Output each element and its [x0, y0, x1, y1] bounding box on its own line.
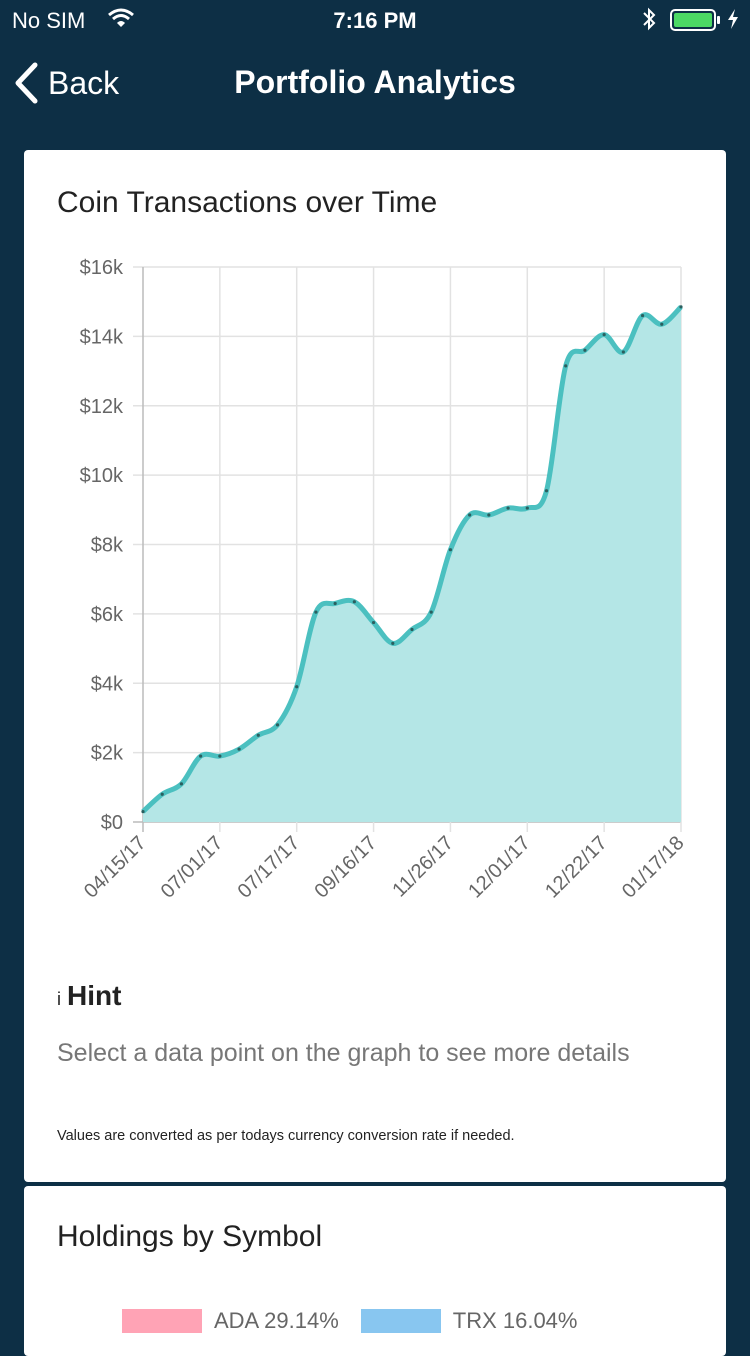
- battery-icon: [670, 9, 720, 31]
- data-point[interactable]: [544, 489, 549, 493]
- transactions-card: Coin Transactions over Time $0 $2k $4k $6k $…: [24, 150, 726, 1182]
- legend-item-ada[interactable]: ADA 29.14%: [122, 1308, 339, 1334]
- x-tick-label: 12/01/17: [464, 832, 535, 903]
- x-tick-label: 12/22/17: [541, 832, 612, 903]
- data-point[interactable]: [660, 322, 664, 326]
- area-fill: [143, 306, 681, 822]
- y-tick-label: $10k: [80, 465, 124, 487]
- x-tick-label: 11/26/17: [388, 832, 458, 902]
- legend-label-ada: ADA 29.14%: [214, 1308, 339, 1333]
- data-point[interactable]: [602, 333, 606, 337]
- legend-label-trx: TRX 16.04%: [452, 1308, 578, 1333]
- data-point[interactable]: [179, 782, 184, 786]
- data-point[interactable]: [295, 685, 299, 689]
- data-point[interactable]: [468, 513, 472, 517]
- data-point[interactable]: [640, 313, 645, 318]
- x-tick-label: 04/15/17: [80, 832, 151, 903]
- legend-swatch-ada: [122, 1309, 202, 1333]
- data-point[interactable]: [141, 809, 145, 814]
- series-line: [141, 305, 683, 814]
- carrier-label: No SIM: [12, 8, 86, 33]
- data-point[interactable]: [275, 723, 280, 727]
- hint-title: Hint: [67, 980, 122, 1011]
- y-tick-label: $2k: [91, 743, 124, 765]
- bluetooth-icon: [643, 7, 656, 31]
- y-tick-label: $8k: [91, 535, 124, 557]
- data-point[interactable]: [333, 601, 337, 606]
- navigation-bar: Back Portfolio Analytics: [0, 40, 750, 130]
- info-icon: i: [57, 989, 61, 1009]
- data-point[interactable]: [429, 610, 433, 614]
- holdings-card: Holdings by Symbol ADA 29.14% TRX 16.04%: [24, 1186, 726, 1356]
- holdings-card-title: Holdings by Symbol: [57, 1220, 323, 1253]
- legend-item-trx[interactable]: TRX 16.04%: [360, 1308, 578, 1334]
- data-point[interactable]: [371, 620, 376, 625]
- x-tick-label: 01/17/18: [618, 832, 689, 903]
- x-tick-label: 07/17/17: [234, 832, 305, 903]
- data-point[interactable]: [218, 754, 222, 758]
- back-label: Back: [48, 64, 120, 101]
- data-point[interactable]: [256, 733, 260, 737]
- data-point[interactable]: [314, 610, 318, 614]
- clock: 7:16 PM: [333, 8, 417, 33]
- x-tick-label: 07/01/17: [157, 832, 228, 903]
- y-tick-label: $4k: [91, 673, 124, 695]
- data-point[interactable]: [487, 513, 491, 517]
- chevron-left-icon: [15, 62, 38, 104]
- y-tick-label: $6k: [91, 604, 124, 626]
- x-tick-label: 09/16/17: [310, 832, 381, 903]
- data-point[interactable]: [583, 348, 587, 352]
- y-tick-label: $0: [101, 812, 123, 834]
- y-tick-label: $12k: [80, 396, 124, 418]
- data-point[interactable]: [679, 305, 683, 309]
- data-point[interactable]: [525, 506, 529, 510]
- back-button[interactable]: Back: [14, 58, 119, 108]
- transactions-card-title: Coin Transactions over Time: [57, 186, 438, 219]
- charging-icon: [728, 9, 738, 29]
- legend-swatch-trx: [360, 1309, 441, 1333]
- data-point[interactable]: [410, 627, 414, 632]
- conversion-note: Values are converted as per todays curre…: [57, 1128, 515, 1144]
- hint-header: i Hint: [57, 980, 121, 1012]
- wifi-icon: [108, 8, 134, 27]
- data-point[interactable]: [352, 600, 356, 604]
- data-point[interactable]: [621, 350, 625, 354]
- data-point[interactable]: [391, 641, 395, 645]
- y-tick-label: $14k: [80, 326, 124, 348]
- status-bar: No SIM 7:16 PM: [0, 0, 750, 40]
- page-title: Portfolio Analytics: [234, 64, 516, 100]
- data-point[interactable]: [448, 548, 453, 552]
- data-point[interactable]: [564, 364, 568, 368]
- y-tick-label: $16k: [80, 257, 124, 279]
- holdings-legend: ADA 29.14% TRX 16.04%: [122, 1308, 599, 1334]
- data-point[interactable]: [199, 754, 203, 758]
- data-point[interactable]: [506, 506, 510, 510]
- data-point[interactable]: [160, 792, 164, 796]
- hint-body: Select a data point on the graph to see …: [57, 1039, 630, 1067]
- data-point[interactable]: [237, 747, 241, 751]
